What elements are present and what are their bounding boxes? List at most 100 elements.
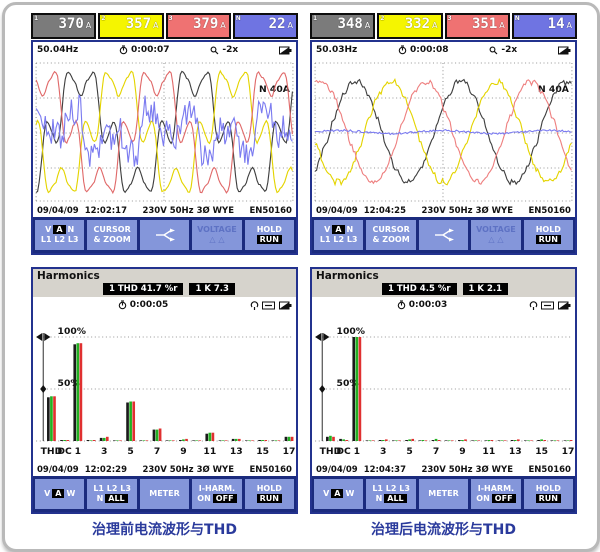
cursor-left-arrow-icon[interactable] [315,333,322,341]
harmonic-bar [447,440,451,441]
softkey-cursor-zoom[interactable]: CURSOR & ZOOM [366,220,416,250]
zoom-group: -2x [210,45,238,55]
harmonic-bar [50,396,53,441]
phase-marker: 3 [447,15,452,22]
date: 09/04/09 [316,205,358,216]
volt-freq-config: 230V 50Hz 3Ø WYE [142,205,235,216]
softkey-cursor-zoom[interactable]: CURSOR & ZOOM [87,220,137,250]
harmonic-bar [513,440,517,441]
harmonic-bar [418,440,422,441]
phase-marker: 1 [313,15,318,22]
harmonic-bar [105,436,109,441]
harmonic-bar [444,440,448,441]
standard: EN50160 [528,205,571,216]
harmonic-bar [355,337,359,441]
thd-values-row: 1 THD 41.7 %r 1 K 7.3 [103,283,292,295]
x-tick-label: 5 [406,447,412,457]
harmonic-bar [171,440,175,441]
harmonic-bar [431,440,435,441]
cursor-right-arrow-icon[interactable] [323,333,330,341]
x-tick-label: 3 [101,447,107,457]
reading-unit: A [153,21,159,30]
softkey-scope-config[interactable] [418,220,469,250]
harmonic-bar [527,440,530,441]
volt-freq-config: 230V 50Hz 3Ø WYE [142,464,235,475]
zoom-group: -2x [489,45,517,55]
captions-row: 治理前电流波形与THD 治理后电流波形与THD [31,519,577,539]
x-tick-label: DC [57,447,72,457]
softkey-voltage[interactable]: VOLTAGE △ △ [471,220,521,250]
phase-marker: N [514,15,520,22]
softkey-meter[interactable]: METER [139,479,190,509]
phase-marker: 2 [101,15,106,22]
reading-value: 14 [547,16,565,32]
softkey-hold-run[interactable]: HOLD RUN [523,479,574,509]
softkey-hold-run[interactable]: HOLD RUN [244,220,295,250]
x-tick-label: 5 [127,447,133,457]
harmonic-bar [129,401,132,441]
softkey-hold-run[interactable]: HOLD RUN [244,479,295,509]
reading-value: 351 [471,16,498,32]
waveform-plot-after: N 40A [314,62,573,202]
clamp-icon [529,300,538,310]
reading-value: 357 [125,16,152,32]
softkey-phase-select[interactable]: L1 L2 L3 N ALL [87,479,137,509]
reading-l3: 3 351 A [444,13,510,39]
cursor-left-arrow-icon[interactable] [36,333,43,341]
harmonic-bar [342,439,345,441]
harmonic-bar [329,435,332,441]
harmonic-bar [234,438,238,441]
harmonic-bar [218,440,222,441]
clock-icon [398,45,407,55]
cursor-right-arrow-icon[interactable] [44,333,51,341]
harmonic-bar [274,440,278,441]
harmonic-bar [566,440,570,441]
memory-card-icon [262,301,276,309]
clamp-icon [250,300,259,310]
time: 12:04:37 [363,464,406,475]
harmonic-bar [434,438,438,441]
reading-unit: A [499,21,505,30]
elapsed-group: 0:00:05 [118,300,168,310]
softkey-hold-run[interactable]: HOLD RUN [523,220,574,250]
thd-value-box: 1 THD 41.7 %r [103,283,184,295]
volt-freq-config: 230V 50Hz 3Ø WYE [421,464,514,475]
scope-grid [314,62,573,202]
harmonic-bar [264,440,268,441]
scope-screen: 50.04Hz 0:00:07 -2x N 40A [31,40,298,255]
softkey-scope-config[interactable] [139,220,190,250]
y-label-100: 100% [337,327,365,337]
softkey-meter[interactable]: METER [418,479,469,509]
harmonic-bar [139,440,143,441]
status-row: 0:00:05 [33,297,296,313]
reading-l2: 2 332 A [377,13,443,39]
softkey-iharm[interactable]: I-HARM. ON OFF [192,479,242,509]
harmonic-bar [92,440,96,441]
phase-marker: N [235,15,241,22]
x-tick-label: 11 [203,447,216,457]
harmonic-bar [503,440,507,441]
harmonic-bar [53,396,56,441]
x-tick-label: THD [320,447,342,457]
softkey-iharm[interactable]: I-HARM. ON OFF [471,479,521,509]
harmonic-bar [510,440,514,441]
softkey-voltage[interactable]: VOLTAGE △ △ [192,220,242,250]
date: 09/04/09 [37,205,79,216]
y-label-50: 50% [58,379,80,389]
harmonic-bar [221,440,225,441]
harmonic-bar [290,436,294,441]
x-tick-label: 17 [562,447,575,457]
harmonic-bar [205,433,209,441]
reading-unit: A [432,21,438,30]
range-label: N 40A [538,85,569,95]
current-readings-row: 1 370 A 2 357 A 3 379 A N 22 A [31,13,298,39]
caption-after: 治理后电流波形与THD [371,522,516,538]
softkey-phase-select[interactable]: L1 L2 L3 N ALL [366,479,416,509]
